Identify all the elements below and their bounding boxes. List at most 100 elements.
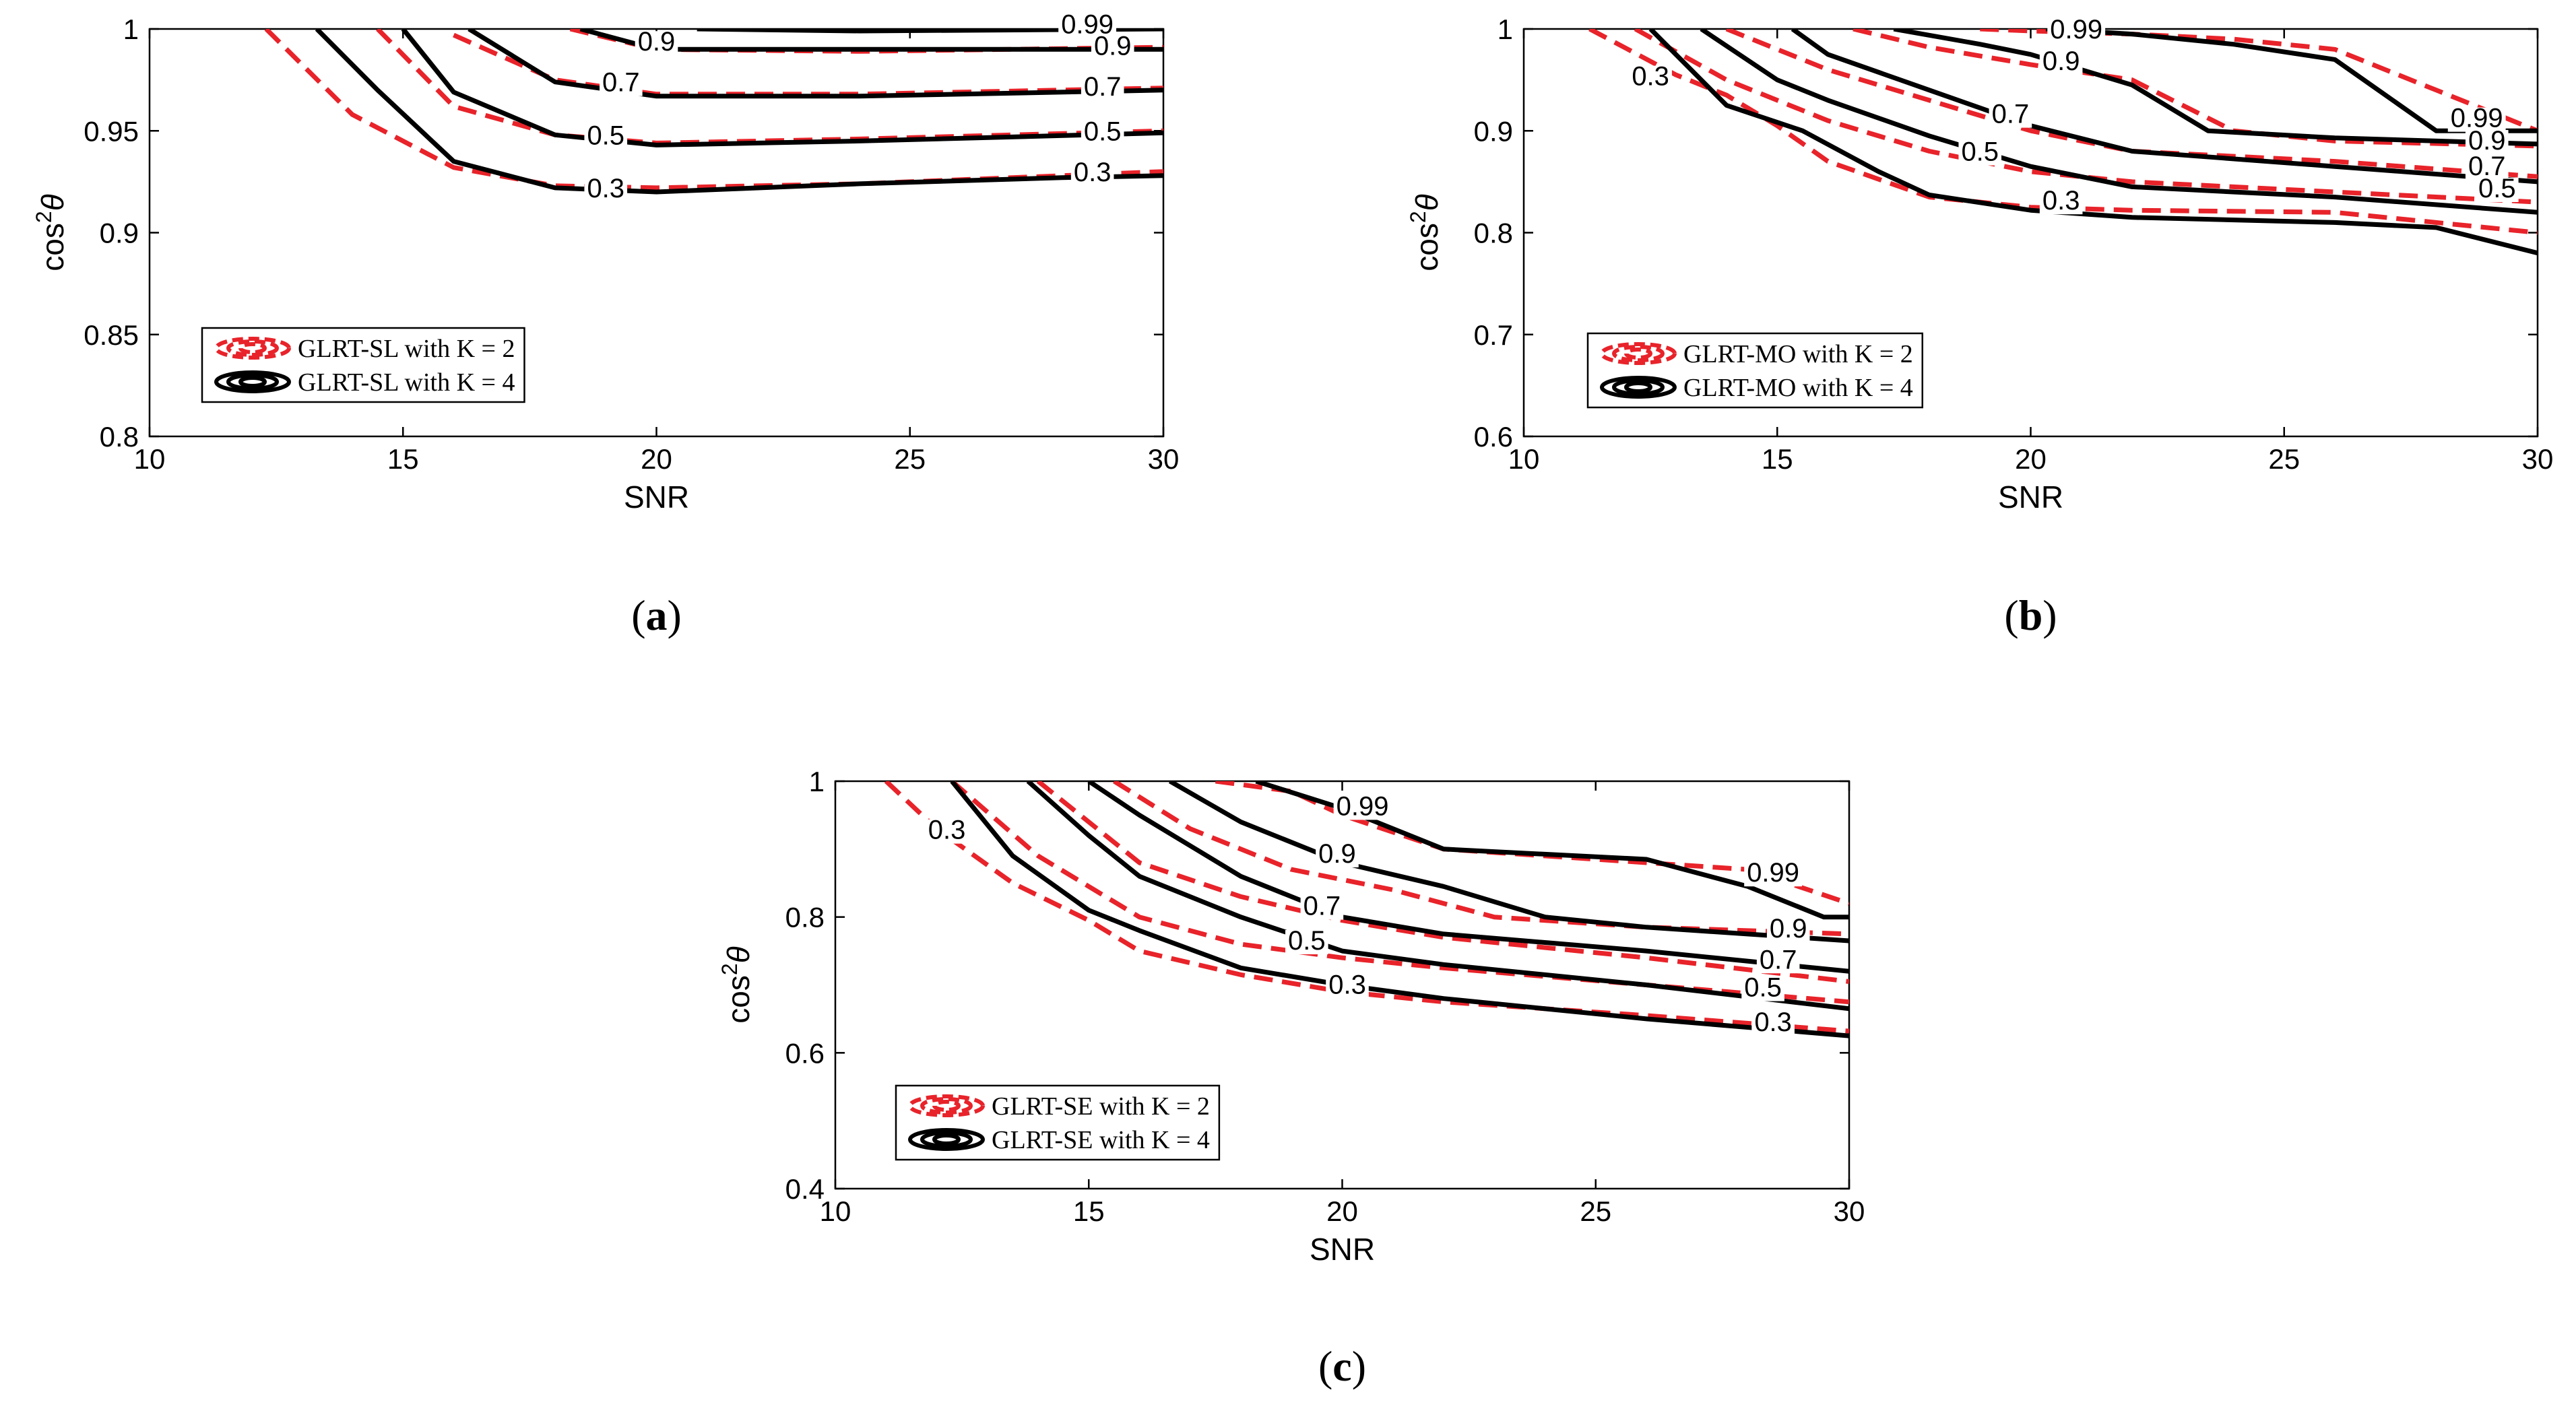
contour-label-bg [1091, 35, 1134, 60]
legend-dashed-contour-icon [908, 1094, 985, 1117]
contour-label-bg [1744, 862, 1803, 887]
contour-label: 0.5 [1288, 926, 1326, 956]
contour-label: 0.99 [2050, 15, 2102, 44]
y-tick-label: 0.9 [1474, 115, 1513, 147]
contour-label-bg [584, 178, 628, 203]
y-axis-label: cos2θ [1406, 194, 1444, 271]
series-line-k4-0.5 [401, 29, 1163, 147]
contour-label: 0.9 [2042, 46, 2080, 76]
legend-label: GLRT-MO with K = 4 [1683, 374, 1913, 402]
x-tick-label: 25 [1580, 1195, 1611, 1227]
series-line-k4-0.9 [579, 29, 1163, 52]
legend-dashed-contour-icon [214, 337, 291, 360]
y-axis-label: cos2θ [717, 946, 756, 1023]
x-tick-label: 10 [1508, 443, 1540, 475]
legend-label: GLRT-SE with K = 2 [992, 1092, 1210, 1121]
series-line-k4-0.3 [1648, 29, 2538, 256]
series-line-k2-0.7 [1036, 781, 1849, 984]
series-line-k4-0.5 [1026, 781, 1849, 1012]
contour-label: 0.9 [1770, 914, 1807, 944]
series-line-k2-0.9 [1113, 781, 1849, 937]
contour-label: 0.7 [1760, 945, 1797, 974]
contour-label-bg [1326, 974, 1369, 999]
contour-label: 0.7 [1992, 100, 2030, 129]
x-axis-label: SNR [624, 479, 689, 515]
contour-label-bg [2039, 190, 2083, 215]
x-tick-label: 20 [641, 443, 672, 475]
legend-label: GLRT-SL with K = 4 [298, 368, 515, 397]
x-tick-label: 25 [2268, 443, 2300, 475]
series-line-k2-0.5 [950, 781, 1849, 1005]
contour-label: 0.5 [1084, 117, 1122, 146]
contour-label: 0.7 [2468, 152, 2506, 181]
contour-label-bg [1756, 949, 1800, 974]
contour-label: 0.3 [1074, 158, 1112, 187]
x-tick-label: 10 [820, 1195, 851, 1227]
x-tick-label: 30 [1834, 1195, 1865, 1227]
contour-label: 0.7 [1084, 72, 1122, 102]
contour-label: 0.5 [1961, 137, 1999, 167]
contour-label: 0.99 [1061, 10, 1114, 40]
y-tick-label: 0.95 [84, 115, 139, 147]
contour-label-bg [2047, 19, 2106, 44]
x-tick-label: 20 [2015, 443, 2047, 475]
contour-label: 0.7 [602, 68, 640, 98]
contour-label-bg [1741, 977, 1784, 1001]
y-tick-label: 1 [1498, 13, 1513, 45]
contour-label-bg [1766, 917, 1810, 942]
contour-label-bg [1070, 161, 1114, 186]
panel-caption: (b) [2004, 591, 2057, 639]
contour-label: 0.9 [638, 27, 676, 57]
series-line-k4-0.3 [315, 29, 1163, 195]
contour-label: 0.3 [1632, 62, 1669, 92]
contour-label: 0.7 [1303, 892, 1341, 921]
x-axis-label: SNR [1998, 479, 2063, 515]
legend-solid-contour-icon [214, 370, 291, 393]
series-line-k2-0.3 [1588, 29, 2538, 235]
series-line-k4-0.9 [1893, 29, 2538, 147]
panel-b: 10 15 20 25 300.60.70.80.91SNRcos2θ0.30.990.… [1406, 13, 2553, 639]
contour-label-bg [1285, 930, 1328, 955]
x-tick-label: 25 [894, 443, 926, 475]
y-tick-label: 1 [123, 13, 139, 45]
contour-label: 0.5 [1744, 973, 1782, 1003]
legend-solid-contour-icon [908, 1128, 985, 1151]
contour-label-bg [1316, 842, 1359, 867]
contour-label-bg [584, 125, 628, 150]
contour-label-bg [1081, 75, 1124, 100]
contour-label: 0.3 [1754, 1007, 1792, 1037]
contour-label-bg [1751, 1012, 1795, 1036]
contour-label: 0.9 [1318, 839, 1356, 869]
legend: GLRT-SL with K = 2 GLRT-SL with K = 4 [201, 327, 525, 403]
contour-label: 0.99 [1337, 791, 1389, 821]
y-tick-label: 0.9 [100, 218, 139, 249]
y-tick-label: 0.8 [100, 421, 139, 453]
contour-label-bg [1333, 795, 1392, 820]
y-tick-label: 0.8 [1474, 218, 1513, 249]
x-tick-label: 30 [1148, 443, 1180, 475]
contour-label: 0.5 [2478, 174, 2516, 203]
y-tick-label: 0.85 [84, 319, 139, 351]
series-line-k2-0.99 [1980, 29, 2538, 133]
contour-label-bg [635, 31, 678, 56]
contour-label-bg [2039, 50, 2083, 75]
y-axis-label: cos2θ [32, 194, 70, 271]
y-tick-label: 0.7 [1474, 319, 1513, 351]
series-line-k2-0.7 [1725, 29, 2538, 179]
contour-label-bg [2465, 155, 2509, 180]
contour-label: 0.99 [2451, 104, 2503, 133]
contour-label: 0.3 [2042, 186, 2080, 216]
contour-label-bg [1300, 895, 1344, 920]
contour-label-bg [1629, 65, 1672, 90]
x-tick-label: 15 [387, 443, 419, 475]
contour-label-bg [1081, 121, 1124, 145]
legend-solid-contour-icon [1600, 376, 1677, 399]
legend-dashed-contour-icon [1600, 342, 1677, 365]
legend-label: GLRT-MO with K = 2 [1683, 340, 1913, 368]
series-line-k4-0.7 [468, 29, 1163, 99]
series-group [264, 29, 1163, 195]
x-tick-label: 30 [2522, 443, 2554, 475]
series-line-k4-0.7 [1087, 781, 1849, 974]
legend-label: GLRT-SL with K = 2 [298, 335, 515, 363]
legend-label: GLRT-SE with K = 4 [992, 1126, 1210, 1154]
